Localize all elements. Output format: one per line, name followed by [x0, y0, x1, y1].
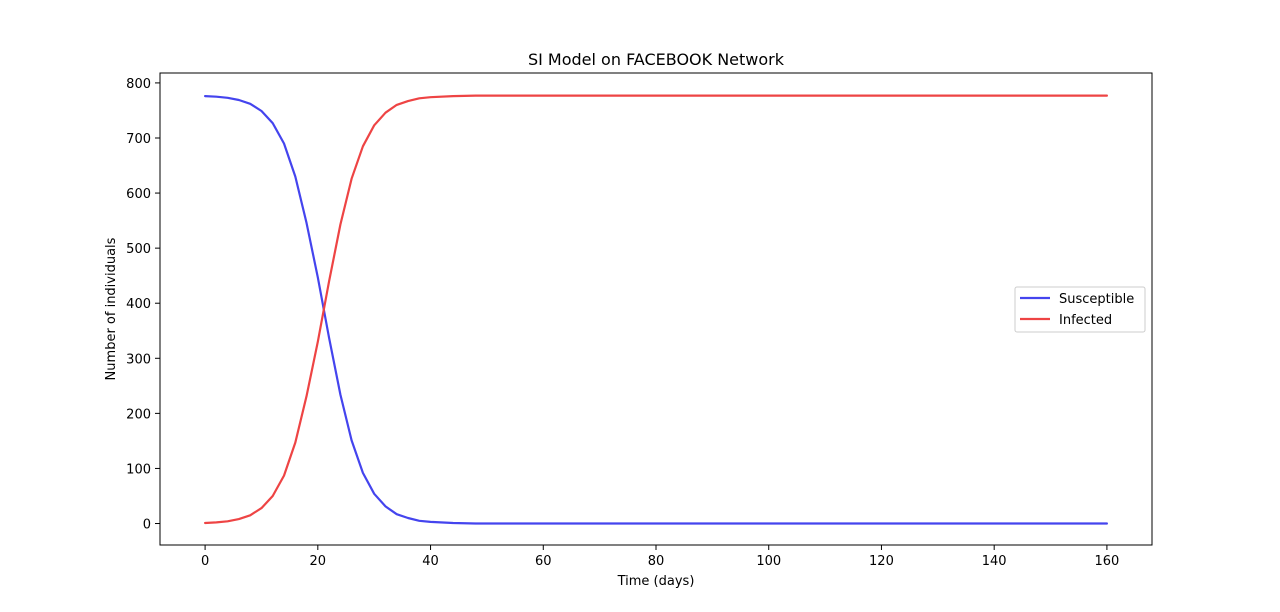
y-tick-label: 800 — [126, 77, 151, 92]
x-axis-label: Time (days) — [617, 574, 695, 589]
y-axis: 0 100 200 300 400 500 600 700 800 — [126, 77, 160, 533]
x-tick-label: 160 — [1094, 554, 1119, 569]
y-tick-label: 200 — [126, 407, 151, 422]
y-tick-label: 700 — [126, 132, 151, 147]
x-tick-label: 80 — [648, 554, 665, 569]
x-axis: 0 20 40 60 80 100 120 140 160 — [201, 545, 1119, 569]
x-tick-label: 40 — [422, 554, 439, 569]
y-tick-label: 600 — [126, 187, 151, 202]
x-tick-label: 0 — [201, 554, 209, 569]
legend-label-infected: Infected — [1059, 313, 1112, 328]
y-tick-label: 500 — [126, 242, 151, 257]
legend: Susceptible Infected — [1014, 286, 1146, 333]
x-tick-label: 140 — [982, 554, 1007, 569]
y-tick-label: 300 — [126, 352, 151, 367]
x-tick-label: 100 — [756, 554, 781, 569]
series-line-infected — [204, 94, 1109, 525]
y-axis-label: Number of individuals — [104, 237, 119, 380]
plot-frame — [159, 72, 1153, 546]
x-tick-label: 120 — [869, 554, 894, 569]
y-tick-label: 0 — [143, 518, 151, 533]
x-tick-label: 60 — [535, 554, 552, 569]
chart-title: SI Model on FACEBOOK Network — [528, 50, 785, 69]
x-tick-label: 20 — [310, 554, 327, 569]
y-tick-label: 400 — [126, 297, 151, 312]
y-tick-label: 100 — [126, 462, 151, 477]
legend-label-susceptible: Susceptible — [1059, 292, 1134, 307]
plot-series — [204, 94, 1109, 525]
series-line-susceptible — [204, 94, 1109, 525]
